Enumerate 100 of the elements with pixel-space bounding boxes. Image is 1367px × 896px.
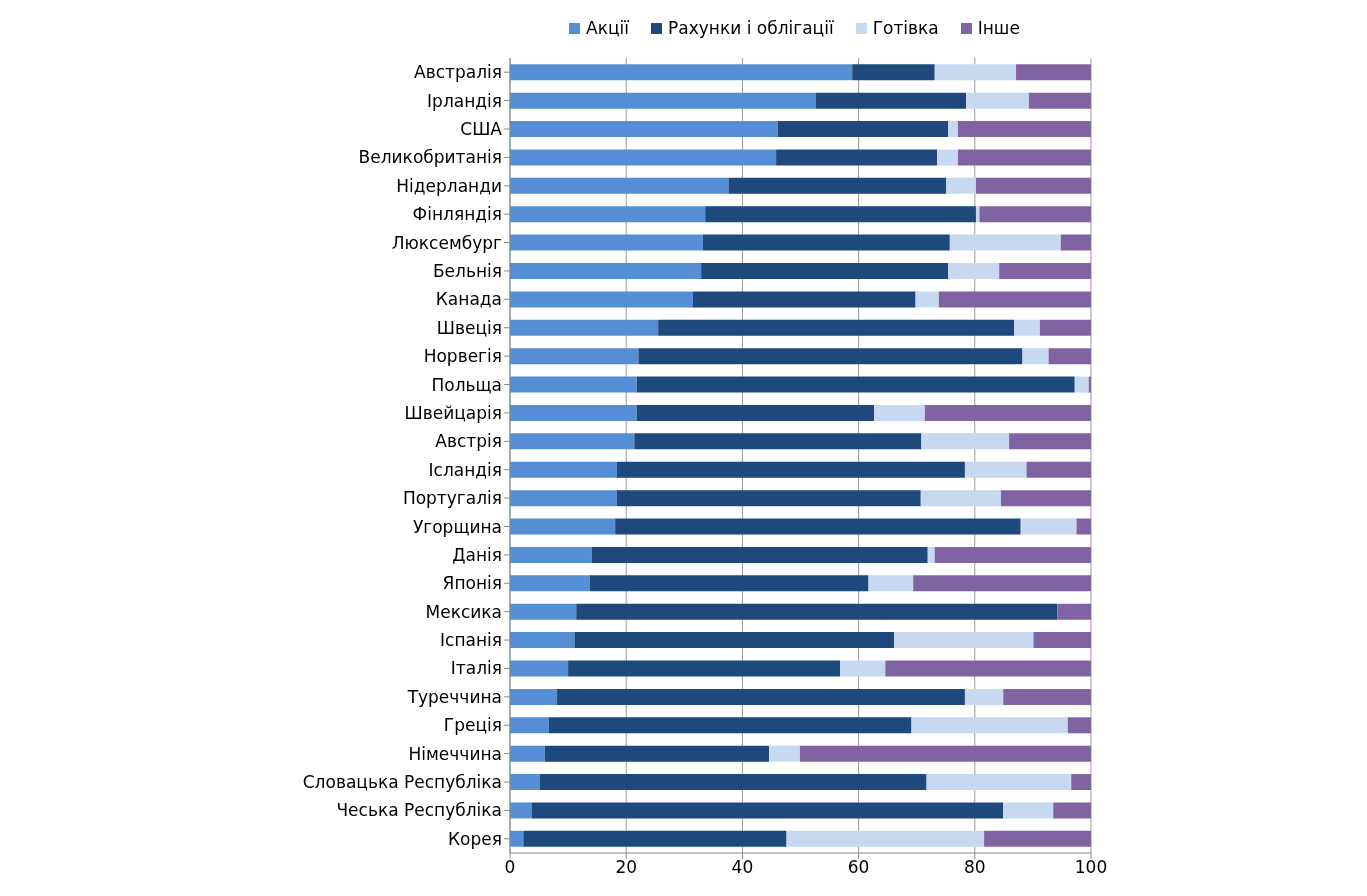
bar [934, 64, 1017, 81]
bar [510, 518, 616, 535]
bar [1014, 319, 1040, 336]
y-tick-label: Швейцарія [404, 402, 502, 423]
y-tick-label: Німеччина [408, 743, 502, 764]
y-tick-label: Данія [452, 544, 502, 565]
bar [1057, 603, 1091, 620]
y-tick-label: Мексика [425, 601, 502, 622]
bar [510, 92, 816, 109]
bar [911, 717, 1068, 734]
bar [975, 177, 1091, 194]
y-tick-label: Ірландія [427, 90, 502, 111]
y-tick-label: Канада [435, 289, 502, 310]
y-tick-label: Угорщина [412, 516, 502, 537]
bar [1016, 64, 1091, 81]
bar [510, 688, 558, 705]
bar [591, 546, 928, 563]
bar [531, 802, 1004, 819]
bar [576, 603, 1058, 620]
bar [510, 206, 706, 223]
bar [868, 575, 914, 592]
bar [510, 404, 637, 421]
bar [966, 92, 1029, 109]
bar [510, 149, 777, 166]
bar [769, 745, 800, 762]
bar [776, 149, 938, 166]
bar [799, 745, 1091, 762]
bar [510, 64, 853, 81]
bar [510, 745, 545, 762]
y-tick-label: Нідерланди [396, 175, 502, 196]
y-tick-label: Туреччина [406, 686, 502, 707]
bar [927, 546, 935, 563]
bar [544, 745, 770, 762]
x-tick-label: 80 [963, 857, 986, 878]
bar [1053, 802, 1091, 819]
bar [852, 64, 935, 81]
bar [964, 461, 1027, 478]
bar [1039, 319, 1091, 336]
bar [523, 830, 787, 847]
y-tick-label: Корея [448, 828, 502, 849]
bar [1020, 518, 1077, 535]
bar [984, 830, 1091, 847]
bar [840, 660, 886, 677]
y-tick-label: Японія [442, 573, 502, 594]
bar [568, 660, 841, 677]
bar [636, 404, 875, 421]
bar [510, 121, 778, 138]
y-tick-label: США [460, 119, 503, 140]
bar [616, 490, 921, 507]
bar [920, 490, 1001, 507]
x-tick-label: 20 [615, 857, 638, 878]
bar [701, 263, 949, 279]
bar [1003, 688, 1091, 705]
y-tick-label: Словацька Республіка [302, 772, 502, 793]
bar [589, 575, 869, 592]
y-tick-label: Фінляндія [412, 204, 502, 225]
bar [1028, 92, 1091, 109]
bar [964, 688, 1004, 705]
bar [510, 575, 590, 592]
bar [634, 433, 922, 450]
bar [1033, 632, 1091, 649]
y-tick-label: Чеська Республіка [336, 800, 502, 821]
bar [1067, 717, 1091, 734]
bar [510, 802, 532, 819]
bar [510, 490, 617, 507]
bar [1022, 348, 1049, 365]
bar [510, 376, 637, 393]
bar [510, 319, 659, 336]
x-tick-label: 60 [847, 857, 870, 878]
bar [1000, 490, 1091, 507]
bar [658, 319, 1015, 336]
bar [934, 546, 1091, 563]
bar [948, 121, 958, 138]
bar [510, 830, 524, 847]
x-tick-label: 100 [1074, 857, 1108, 878]
bar [777, 121, 949, 138]
y-tick-label: Швеція [436, 317, 502, 338]
bar [885, 660, 1091, 677]
bar [557, 688, 965, 705]
bar [915, 291, 939, 308]
y-tick-label: Люксембург [391, 232, 503, 253]
bar [510, 461, 617, 478]
bar [1026, 461, 1091, 478]
legend-label: Акції [586, 18, 630, 38]
bar [510, 660, 569, 677]
bar [957, 149, 1091, 166]
x-tick-label: 0 [504, 857, 516, 878]
y-tick-label: Іспанія [440, 630, 502, 651]
bar [510, 348, 639, 365]
legend-label: Інше [977, 18, 1020, 38]
bar [1074, 376, 1089, 393]
bar [957, 121, 1091, 138]
bar [705, 206, 976, 223]
bar [1060, 234, 1091, 251]
x-tick-label: 40 [731, 857, 754, 878]
bar [510, 263, 702, 279]
bar [1048, 348, 1091, 365]
y-tick-label: Ісландія [428, 459, 502, 480]
bar [874, 404, 925, 421]
bar [786, 830, 985, 847]
